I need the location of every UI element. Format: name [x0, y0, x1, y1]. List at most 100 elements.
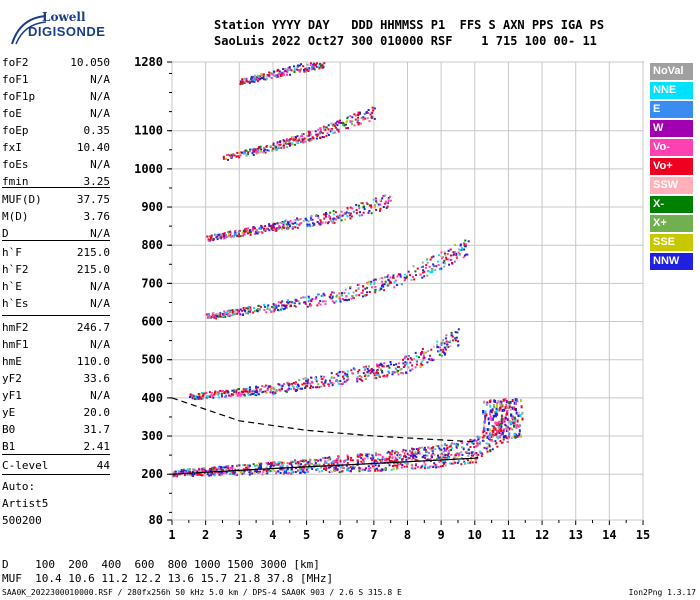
echo-point — [332, 123, 335, 126]
echo-point — [445, 447, 448, 450]
echo-point — [337, 215, 340, 218]
echo-point — [213, 393, 216, 396]
x-tick-label: 2 — [202, 528, 209, 542]
echo-point — [436, 344, 438, 347]
echo-point — [367, 109, 370, 111]
echo-point — [309, 62, 312, 65]
echo-point — [501, 409, 504, 412]
echo-point — [356, 376, 359, 379]
echo-point — [306, 67, 309, 70]
echo-point — [286, 467, 289, 470]
echo-point — [263, 146, 266, 149]
echo-point — [438, 447, 441, 450]
echo-point — [392, 276, 395, 279]
echo-point — [432, 255, 435, 258]
echo-point — [268, 71, 271, 74]
echo-point — [255, 232, 258, 235]
echo-point — [207, 313, 210, 316]
echo-point — [432, 452, 435, 455]
echo-point — [367, 370, 370, 372]
echo-point — [234, 467, 236, 470]
echo-point — [484, 414, 487, 418]
echo-point — [233, 154, 236, 157]
echo-point — [500, 441, 503, 444]
echo-point — [243, 231, 245, 234]
echo-point — [406, 462, 409, 465]
echo-point — [337, 381, 339, 384]
echo-point — [275, 227, 278, 230]
echo-point — [345, 211, 348, 214]
echo-point — [304, 69, 307, 71]
echo-point — [438, 254, 440, 257]
echo-point — [378, 375, 381, 378]
echo-point — [292, 382, 295, 384]
echo-point — [356, 113, 359, 116]
echo-point — [376, 371, 379, 374]
echo-point — [273, 386, 276, 389]
echo-point — [330, 128, 333, 130]
echo-point — [275, 389, 278, 392]
param-label: h`F2 — [2, 263, 29, 276]
echo-point — [269, 389, 272, 392]
echo-point — [388, 282, 391, 285]
echo-point — [266, 149, 269, 152]
echo-point — [331, 220, 334, 223]
echo-point — [286, 71, 289, 74]
echo-point — [337, 374, 340, 377]
echo-point — [249, 229, 252, 232]
echo-point — [277, 144, 280, 147]
echo-point — [476, 435, 479, 438]
echo-point — [375, 201, 378, 204]
echo-point — [293, 68, 296, 71]
echo-point — [447, 457, 450, 459]
echo-point — [442, 450, 445, 453]
echo-point — [267, 149, 270, 152]
echo-point — [210, 391, 213, 394]
echo-point — [222, 315, 225, 318]
echo-point — [209, 467, 212, 470]
x-tick-label: 7 — [370, 528, 377, 542]
echo-point — [340, 210, 343, 213]
echo-point — [275, 464, 278, 467]
echo-point — [336, 124, 339, 127]
echo-point — [274, 462, 277, 465]
echo-point — [367, 211, 370, 214]
echo-point — [303, 69, 305, 71]
echo-point — [454, 461, 457, 464]
echo-point — [396, 369, 398, 372]
echo-point — [213, 316, 216, 319]
echo-point — [228, 232, 230, 235]
echo-point — [232, 153, 235, 156]
param-label: fmin — [2, 175, 29, 188]
echo-point — [454, 243, 456, 246]
echo-point — [242, 467, 245, 470]
echo-point — [323, 213, 325, 216]
echo-point — [265, 311, 268, 314]
echo-point — [229, 472, 232, 475]
echo-point — [213, 233, 216, 236]
echo-point — [226, 153, 228, 156]
echo-point — [376, 369, 379, 371]
echo-point — [293, 65, 296, 68]
echo-point — [467, 462, 470, 465]
echo-point — [325, 467, 328, 470]
echo-point — [376, 469, 379, 472]
echo-point — [206, 395, 208, 398]
echo-point — [374, 469, 377, 472]
echo-point — [431, 359, 434, 362]
echo-point — [225, 468, 228, 471]
echo-point — [295, 299, 298, 302]
echo-point — [198, 395, 201, 398]
echo-point — [174, 474, 177, 477]
echo-point — [258, 463, 261, 466]
echo-point — [392, 371, 395, 374]
echo-point — [350, 212, 352, 215]
echo-point — [487, 417, 490, 421]
echo-point — [386, 205, 389, 208]
echo-point — [329, 217, 332, 220]
echo-point — [362, 211, 365, 214]
echo-point — [284, 220, 287, 223]
file-info-footer: SAA0K_2022300010000.RSF / 280fx256h 50 k… — [2, 588, 402, 597]
echo-point — [218, 234, 221, 237]
echo-point — [369, 466, 372, 469]
